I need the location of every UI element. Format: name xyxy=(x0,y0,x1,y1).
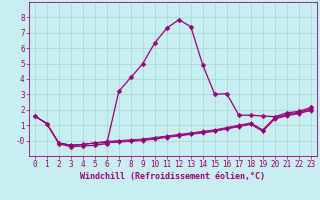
X-axis label: Windchill (Refroidissement éolien,°C): Windchill (Refroidissement éolien,°C) xyxy=(80,172,265,181)
